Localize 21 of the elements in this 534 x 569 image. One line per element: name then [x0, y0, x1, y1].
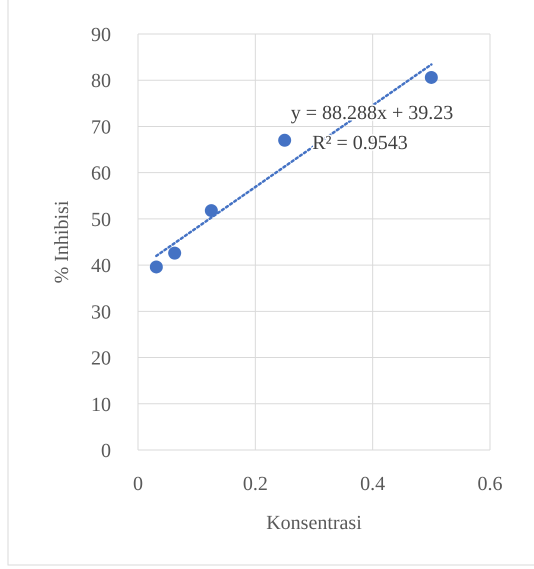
y-tick-label: 70: [91, 116, 111, 138]
y-tick-label: 30: [91, 301, 111, 324]
y-tick-label: 0: [101, 440, 111, 462]
point: [204, 204, 218, 218]
point: [168, 246, 182, 260]
point: [424, 70, 438, 84]
y-axis-title: % Inhibisi: [51, 200, 73, 284]
y-tick-label: 50: [91, 208, 111, 231]
point: [278, 134, 292, 147]
y-tick-label: 10: [91, 394, 111, 416]
y-tick-label: 90: [91, 24, 111, 46]
y-tick-label: 60: [91, 162, 111, 185]
y-tick-label: 20: [91, 348, 111, 370]
x-tick-label: 0.2: [242, 473, 268, 495]
point: [150, 260, 163, 274]
y-tick-label: 80: [91, 70, 111, 92]
y-tick-label: 40: [91, 255, 111, 278]
x-tick-label: 0.6: [478, 473, 502, 495]
x-axis-title: Konsentrasi: [266, 512, 362, 534]
x-tick-label: 0: [133, 473, 143, 495]
x-tick-label: 0.4: [360, 473, 386, 495]
